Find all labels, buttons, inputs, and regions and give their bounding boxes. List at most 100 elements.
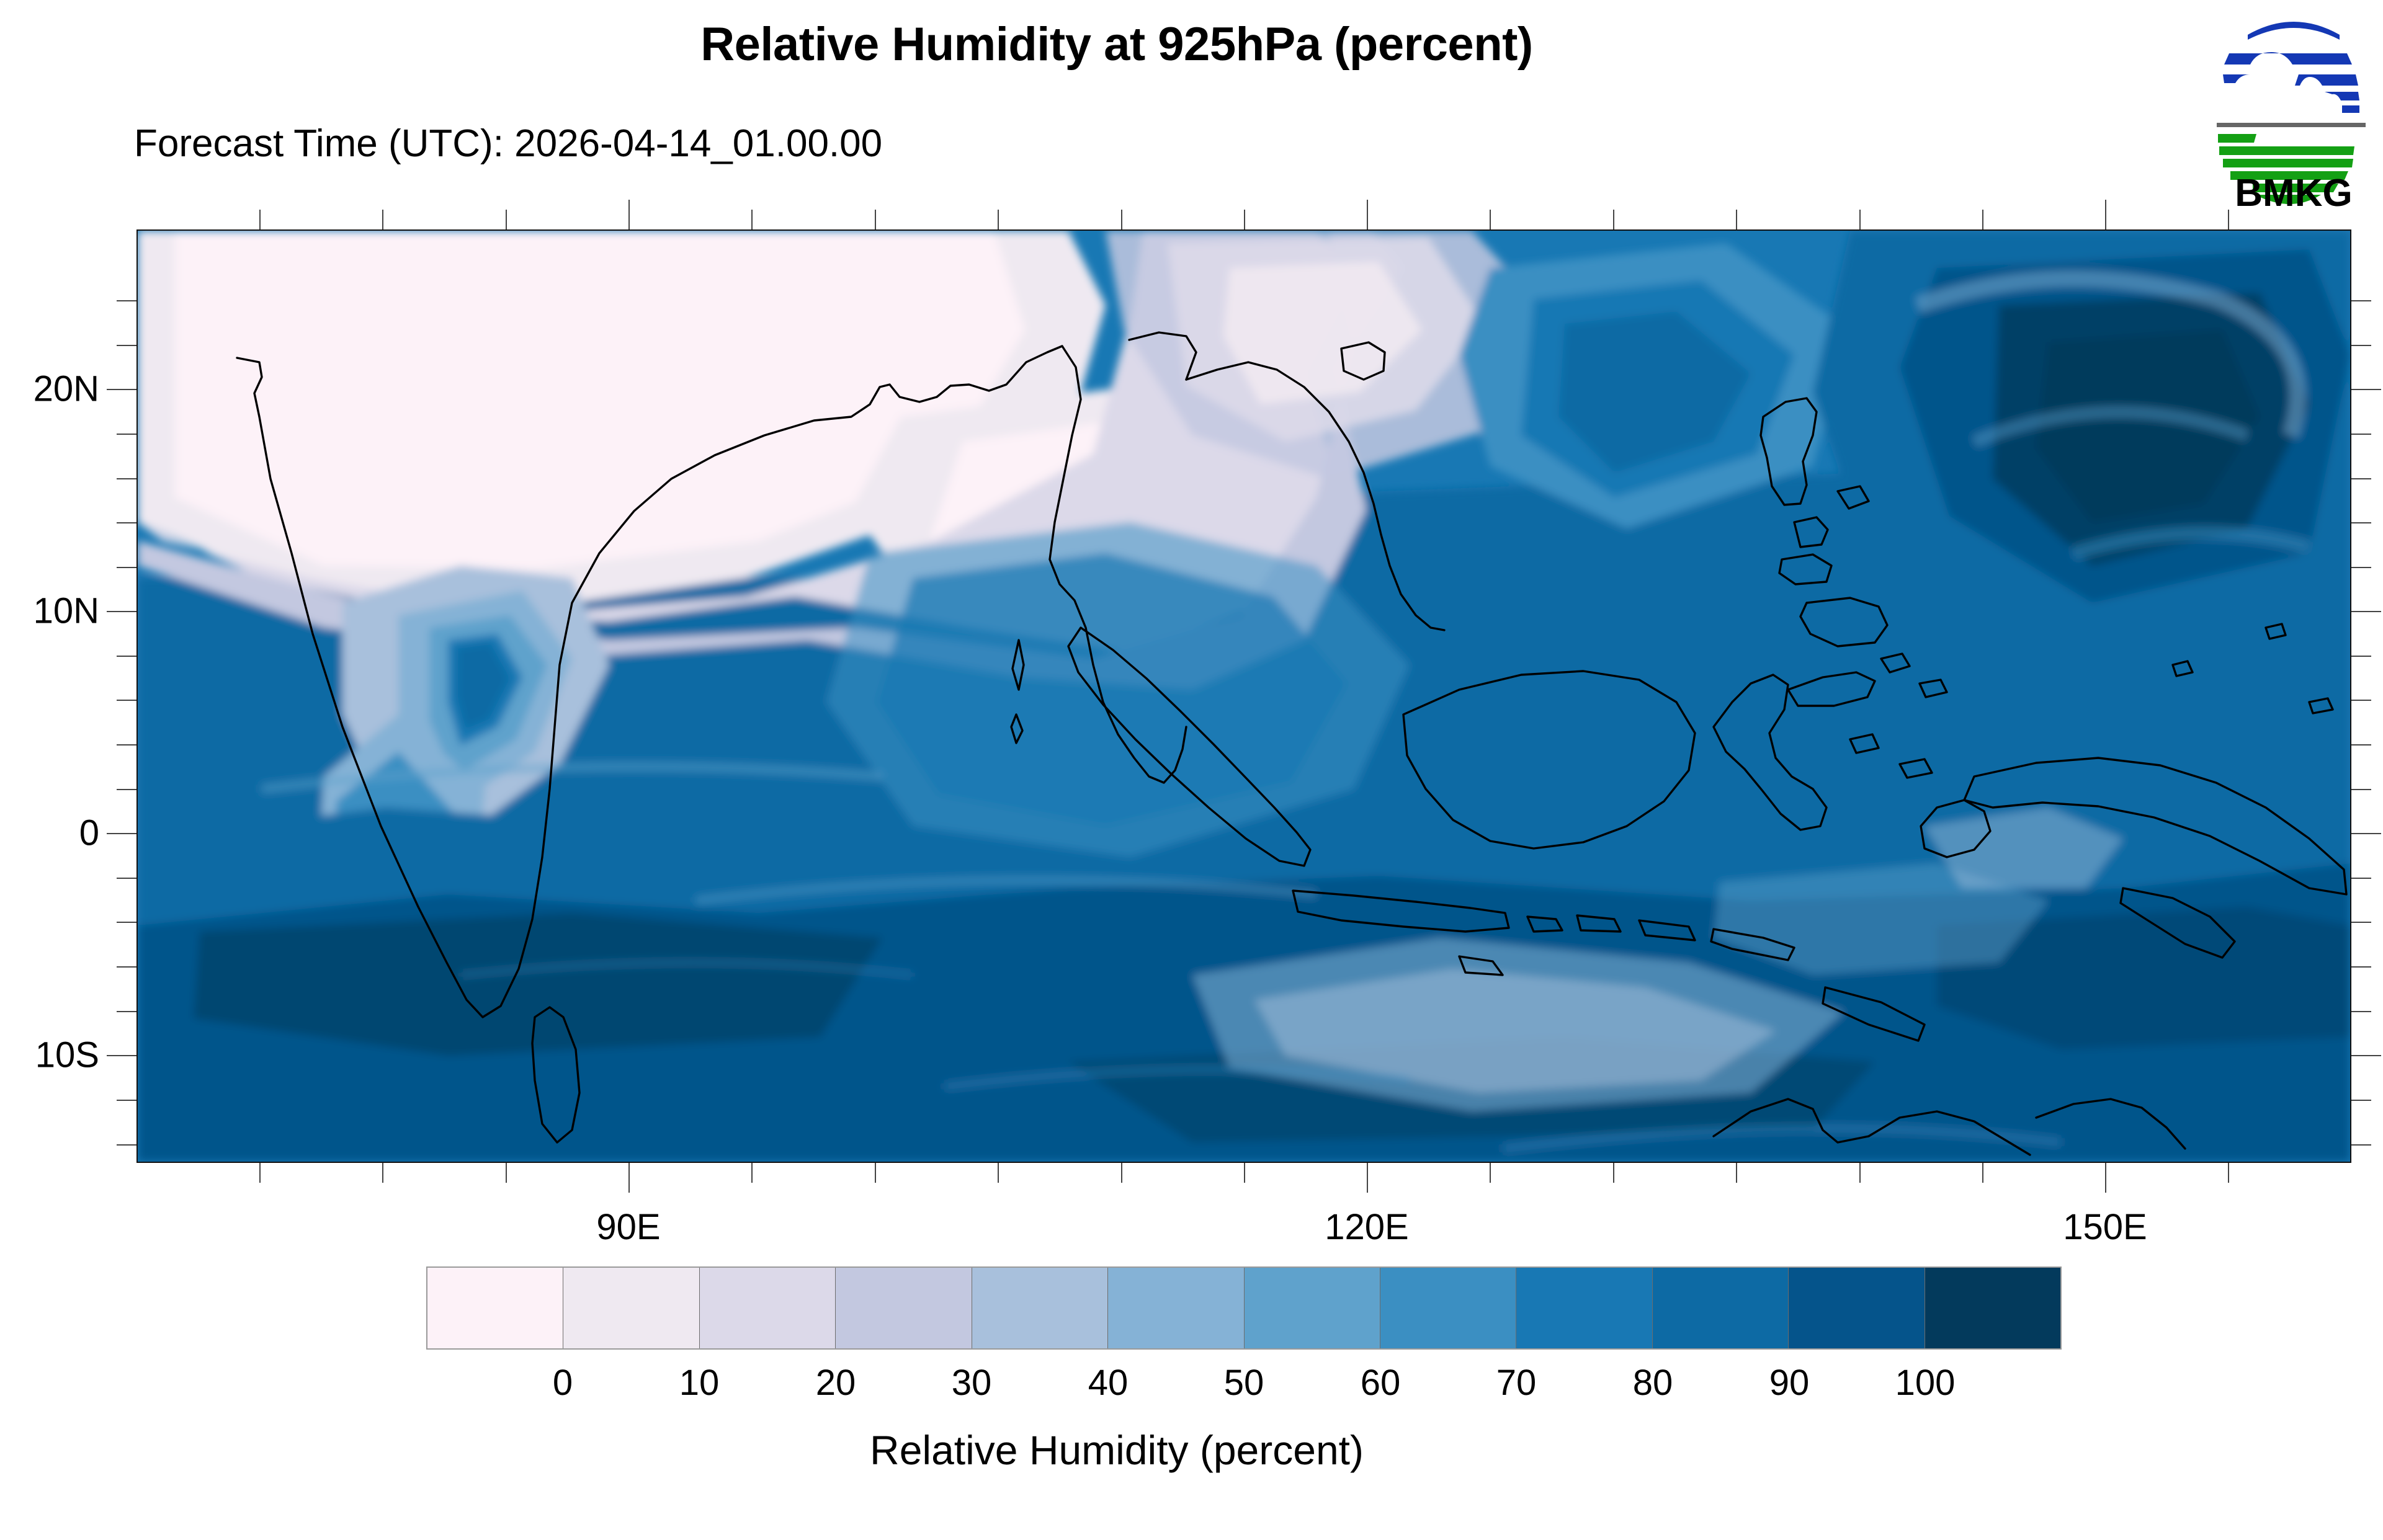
colorbar-tick-100: 100 xyxy=(1895,1363,1956,1403)
xtick-major-top xyxy=(2105,200,2106,229)
ytick-label-0: 0 xyxy=(79,812,99,853)
colorbar-segment xyxy=(427,1268,564,1348)
xtick-minor xyxy=(259,1163,261,1183)
xtick-major-top xyxy=(628,200,630,229)
ytick-minor-right xyxy=(2351,789,2371,790)
colorbar-segment xyxy=(1925,1268,2061,1348)
colorbar-tick-70: 70 xyxy=(1496,1363,1537,1403)
ytick-minor-right xyxy=(2351,345,2371,346)
colorbar-tick-40: 40 xyxy=(1088,1363,1129,1403)
xtick-major-top xyxy=(1367,200,1368,229)
ytick-minor xyxy=(117,922,136,923)
colorbar-tick-30: 30 xyxy=(951,1363,992,1403)
ytick-minor-right xyxy=(2351,744,2371,746)
coastline-overlay xyxy=(236,331,2348,1156)
xtick-minor-top xyxy=(1121,210,1122,229)
colorbar-segment xyxy=(699,1268,836,1348)
ytick-label-10N: 10N xyxy=(33,590,99,631)
xtick-minor-top xyxy=(1859,210,1861,229)
colorbar-gradient xyxy=(426,1266,2062,1350)
ytick-minor xyxy=(117,567,136,568)
colorbar-segment xyxy=(1380,1268,1517,1348)
ytick-minor xyxy=(117,878,136,879)
ytick-major-0 xyxy=(107,833,136,834)
ytick-minor xyxy=(117,1100,136,1101)
ytick-minor xyxy=(117,789,136,790)
xtick-minor-top xyxy=(1244,210,1245,229)
ytick-major-20N xyxy=(107,389,136,390)
xtick-minor-top xyxy=(259,210,261,229)
ytick-minor xyxy=(117,966,136,968)
ytick-minor-right xyxy=(2351,300,2371,301)
xtick-minor-top xyxy=(506,210,507,229)
xtick-major-90E xyxy=(628,1163,630,1193)
xtick-minor-top xyxy=(1982,210,1983,229)
bmkg-logo-icon: BMKG xyxy=(2217,22,2366,215)
xtick-minor xyxy=(998,1163,999,1183)
colorbar-segment xyxy=(1652,1268,1789,1348)
colorbar-segment xyxy=(1244,1268,1380,1348)
xtick-minor xyxy=(2228,1163,2229,1183)
ytick-minor xyxy=(117,300,136,301)
ytick-minor xyxy=(117,744,136,746)
xtick-minor xyxy=(1490,1163,1491,1183)
xtick-minor-top xyxy=(998,210,999,229)
colorbar-segment xyxy=(972,1268,1109,1348)
ytick-minor-right xyxy=(2351,922,2371,923)
colorbar-tick-80: 80 xyxy=(1632,1363,1673,1403)
relative-humidity-heatmap xyxy=(138,231,2350,1162)
ytick-minor xyxy=(117,1144,136,1146)
ytick-minor-right xyxy=(2351,966,2371,968)
xtick-label-150E: 150E xyxy=(2063,1207,2147,1247)
ytick-major-right xyxy=(2351,611,2381,612)
xtick-minor xyxy=(1736,1163,1737,1183)
ytick-minor-right xyxy=(2351,656,2371,657)
colorbar-segment xyxy=(1108,1268,1245,1348)
ytick-major-10S xyxy=(107,1055,136,1056)
ytick-major-right xyxy=(2351,833,2381,834)
colorbar-tick-60: 60 xyxy=(1360,1363,1401,1403)
colorbar-segment xyxy=(563,1268,700,1348)
colorbar-segment xyxy=(1516,1268,1653,1348)
bmkg-logo: BMKG xyxy=(2212,5,2376,215)
colorbar-segment xyxy=(836,1268,972,1348)
ytick-minor xyxy=(117,1011,136,1012)
xtick-minor-top xyxy=(875,210,876,229)
xtick-minor xyxy=(751,1163,753,1183)
xtick-minor-top xyxy=(382,210,383,229)
xtick-minor xyxy=(1982,1163,1983,1183)
xtick-minor xyxy=(1613,1163,1614,1183)
ytick-minor-right xyxy=(2351,878,2371,879)
xtick-minor-top xyxy=(1613,210,1614,229)
colorbar-title: Relative Humidity (percent) xyxy=(870,1427,1364,1473)
forecast-time-label: Forecast Time (UTC): 2026-04-14_01.00.00 xyxy=(134,122,883,165)
colorbar-tick-90: 90 xyxy=(1769,1363,1810,1403)
ytick-minor-right xyxy=(2351,1100,2371,1101)
ytick-minor xyxy=(117,700,136,701)
ytick-minor xyxy=(117,434,136,435)
xtick-minor xyxy=(1244,1163,1245,1183)
xtick-minor xyxy=(382,1163,383,1183)
map-plot-area[interactable] xyxy=(136,229,2351,1163)
ytick-minor xyxy=(117,656,136,657)
xtick-label-90E: 90E xyxy=(596,1207,661,1247)
xtick-minor-top xyxy=(1736,210,1737,229)
ytick-label-20N: 20N xyxy=(33,368,99,409)
xtick-minor xyxy=(1859,1163,1861,1183)
bmkg-logo-text: BMKG xyxy=(2235,172,2352,210)
ytick-major-right xyxy=(2351,1055,2381,1056)
xtick-major-150E xyxy=(2105,1163,2106,1193)
ytick-major-right xyxy=(2351,389,2381,390)
xtick-minor-top xyxy=(1490,210,1491,229)
colorbar[interactable] xyxy=(426,1266,2062,1350)
ytick-major-10N xyxy=(107,611,136,612)
xtick-minor xyxy=(506,1163,507,1183)
colorbar-segment xyxy=(1789,1268,1925,1348)
xtick-minor-top xyxy=(2228,210,2229,229)
ytick-minor xyxy=(117,345,136,346)
ytick-minor xyxy=(117,478,136,479)
colorbar-tick-0: 0 xyxy=(552,1363,573,1403)
xtick-minor-top xyxy=(751,210,753,229)
colorbar-tick-50: 50 xyxy=(1223,1363,1264,1403)
xtick-label-120E: 120E xyxy=(1325,1207,1409,1247)
